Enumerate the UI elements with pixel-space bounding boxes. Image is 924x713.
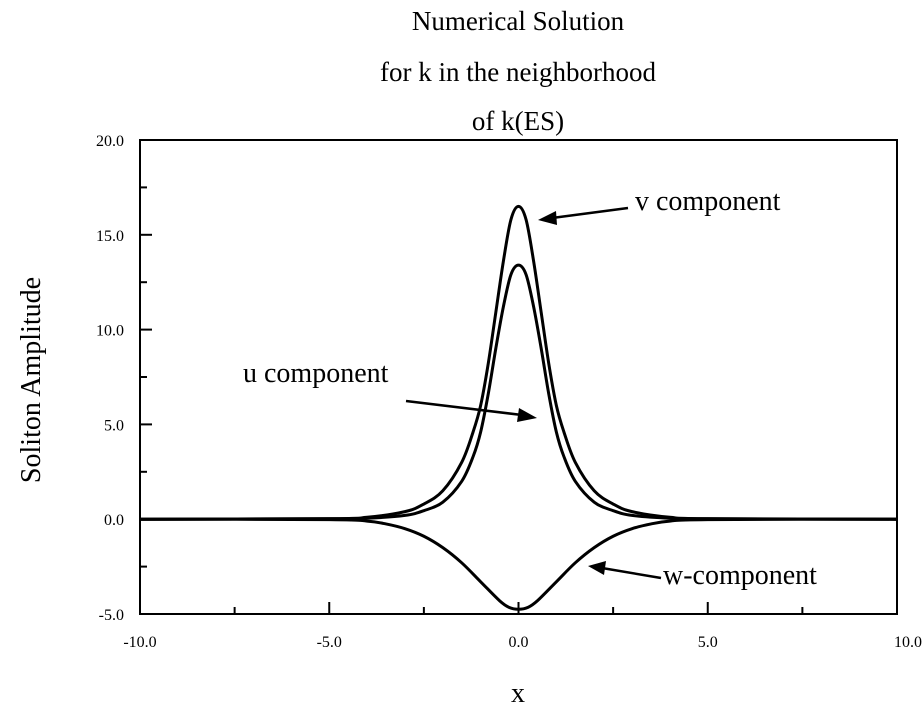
chart-title-line-3: of k(ES) bbox=[472, 106, 564, 136]
annotation-v-component: v component bbox=[635, 186, 781, 217]
y-tick-labels: -5.0 0.0 5.0 10.0 15.0 20.0 bbox=[96, 133, 124, 624]
y-tick-label: 0.0 bbox=[104, 512, 124, 529]
data-series bbox=[139, 204, 898, 611]
annotation-w-component: w-component bbox=[663, 560, 817, 591]
annotation-v-arrow-head bbox=[538, 211, 557, 225]
annotation-w-arrow-head bbox=[588, 561, 606, 575]
y-tick-label: 10.0 bbox=[96, 323, 124, 340]
series-line-v-component bbox=[139, 204, 898, 521]
y-tick-label: 15.0 bbox=[96, 228, 124, 245]
x-tick-label: 10.0 bbox=[894, 634, 922, 651]
series-line-w-component bbox=[139, 517, 898, 611]
x-tick-label: -10.0 bbox=[123, 634, 156, 651]
x-tick-labels: -10.0 -5.0 0.0 5.0 10.0 bbox=[123, 634, 922, 651]
y-axis-label: Soliton Amplitude bbox=[16, 277, 47, 483]
annotation-w-arrow-line bbox=[601, 566, 662, 580]
annotation-u-component: u component bbox=[243, 358, 389, 389]
y-tick-label: 20.0 bbox=[96, 133, 124, 150]
y-tick-label: -5.0 bbox=[99, 607, 124, 624]
chart-title-line-2: for k in the neighborhood bbox=[380, 57, 656, 87]
annotation-u-arrow-head bbox=[517, 408, 537, 422]
x-tick-label: 0.0 bbox=[509, 634, 529, 651]
x-tick-label: -5.0 bbox=[317, 634, 342, 651]
series-line-u-component bbox=[139, 263, 898, 521]
chart-title-line-1: Numerical Solution bbox=[412, 6, 625, 36]
annotation-u-arrow-line bbox=[405, 399, 523, 417]
x-axis-label: x bbox=[511, 678, 525, 709]
y-tick-label: 5.0 bbox=[104, 417, 124, 434]
annotation-v-arrow-line bbox=[551, 206, 629, 220]
x-tick-label: 5.0 bbox=[698, 634, 718, 651]
